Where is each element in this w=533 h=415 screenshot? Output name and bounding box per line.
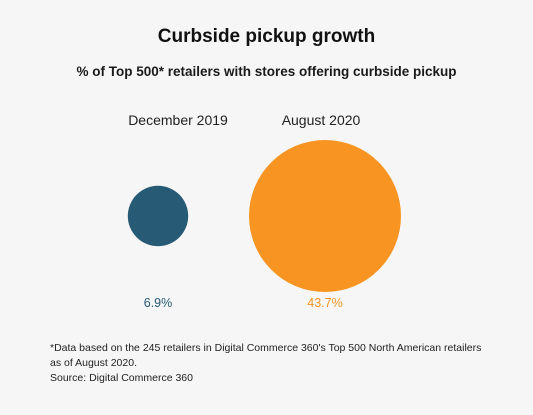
value-label-aug-2020: 43.7%	[307, 296, 343, 310]
footnote: *Data based on the 245 retailers in Digi…	[50, 341, 490, 386]
footnote-text: *Data based on the 245 retailers in Digi…	[50, 342, 482, 369]
bubble-aug-2020	[249, 140, 401, 292]
category-label-dec-2019: December 2019	[128, 112, 228, 128]
bubble-dec-2019	[127, 185, 189, 247]
value-label-dec-2019: 6.9%	[143, 296, 173, 310]
source-text: Source: Digital Commerce 360	[50, 372, 193, 384]
chart-title: Curbside pickup growth	[157, 26, 376, 47]
chart-subtitle: % of Top 500* retailers with stores offe…	[76, 64, 457, 79]
category-label-aug-2020: August 2020	[281, 112, 361, 128]
